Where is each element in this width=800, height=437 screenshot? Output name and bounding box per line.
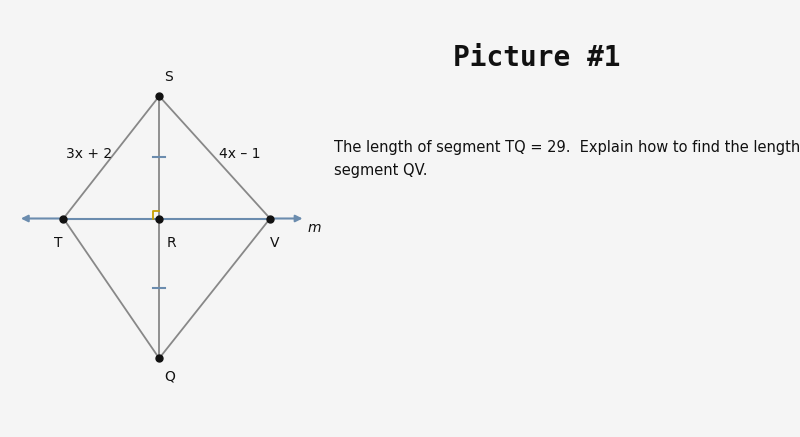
- Text: Picture #1: Picture #1: [454, 44, 621, 72]
- Text: The length of segment TQ = 29.  Explain how to find the length of
segment QV.: The length of segment TQ = 29. Explain h…: [334, 140, 800, 178]
- Text: 3x + 2: 3x + 2: [66, 147, 112, 161]
- Text: V: V: [270, 236, 279, 250]
- Text: Q: Q: [164, 370, 175, 384]
- Text: S: S: [164, 70, 173, 84]
- Text: 4x – 1: 4x – 1: [219, 147, 261, 161]
- Text: T: T: [54, 236, 62, 250]
- Text: R: R: [166, 236, 176, 250]
- Text: m: m: [308, 222, 322, 236]
